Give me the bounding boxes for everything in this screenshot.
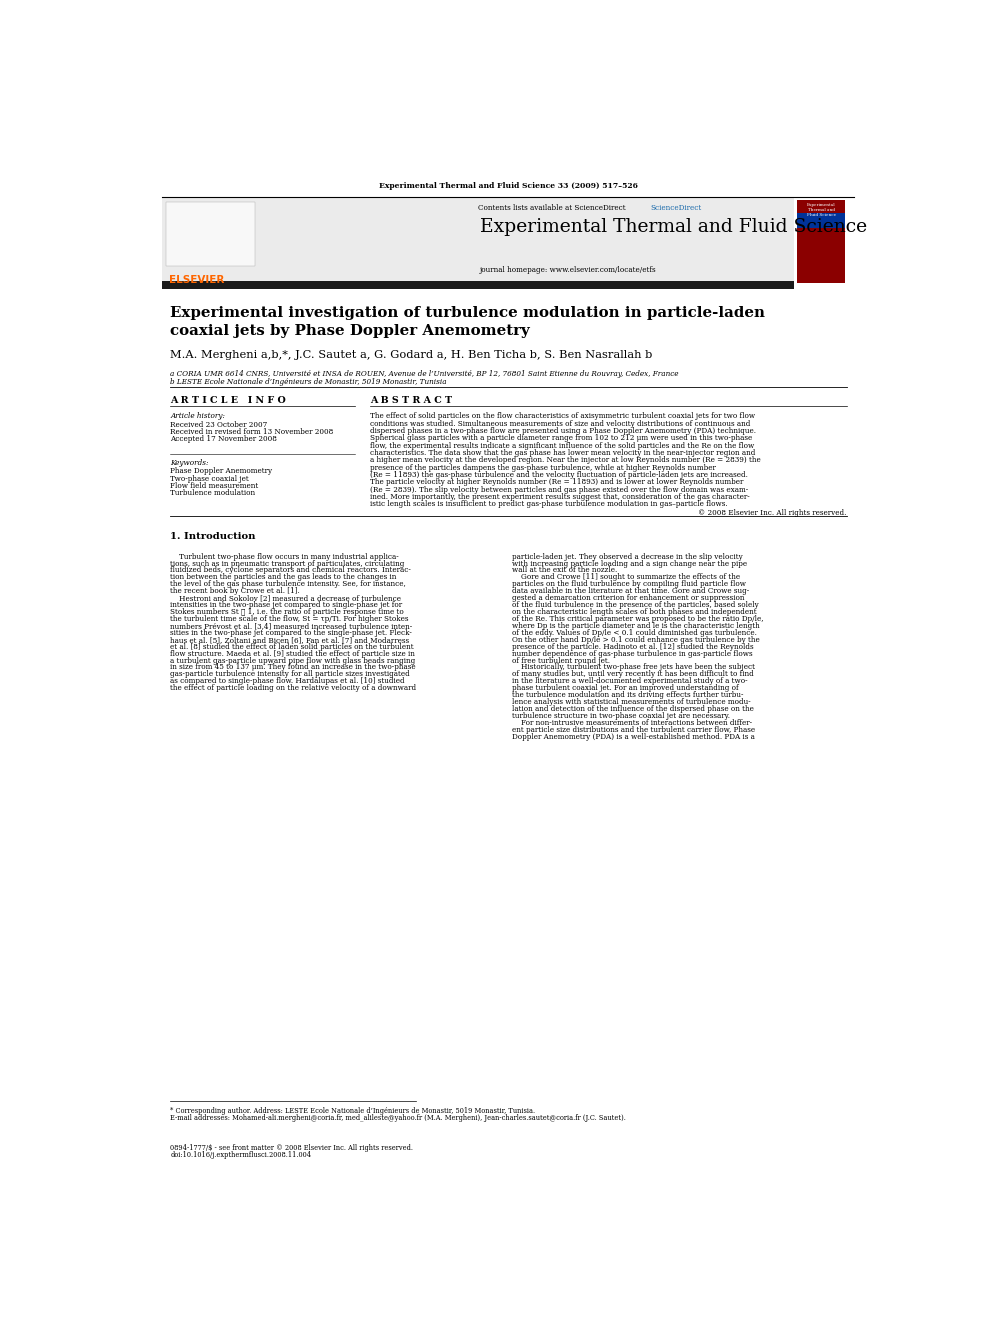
Text: the level of the gas phase turbulence intensity. See, for instance,: the level of the gas phase turbulence in… [171, 581, 406, 589]
Text: Flow field measurement: Flow field measurement [171, 482, 258, 490]
Text: The particle velocity at higher Reynolds number (Re = 11893) and is lower at low: The particle velocity at higher Reynolds… [370, 479, 743, 487]
Text: fluidized beds, cyclone separators and chemical reactors. Interac-: fluidized beds, cyclone separators and c… [171, 566, 411, 574]
Text: journal homepage: www.elsevier.com/locate/etfs: journal homepage: www.elsevier.com/locat… [480, 266, 657, 274]
Text: flow structure. Maeda et al. [9] studied the effect of particle size in: flow structure. Maeda et al. [9] studied… [171, 650, 415, 658]
Text: Spherical glass particles with a particle diameter range from 102 to 212 μm were: Spherical glass particles with a particl… [370, 434, 752, 442]
Text: on the characteristic length scales of both phases and independent: on the characteristic length scales of b… [512, 609, 757, 617]
Text: a higher mean velocity at the developed region. Near the injector at low Reynold: a higher mean velocity at the developed … [370, 456, 761, 464]
Text: (Re = 11893) the gas-phase turbulence and the velocity fluctuation of particle-l: (Re = 11893) the gas-phase turbulence an… [370, 471, 748, 479]
Text: conditions was studied. Simultaneous measurements of size and velocity distribut: conditions was studied. Simultaneous mea… [370, 419, 750, 427]
Text: sities in the two-phase jet compared to the single-phase jet. Fleck-: sities in the two-phase jet compared to … [171, 628, 412, 636]
Bar [798, 200, 845, 283]
Text: Turbulent two-phase flow occurs in many industrial applica-: Turbulent two-phase flow occurs in many … [171, 553, 399, 561]
Text: istic length scales is insufficient to predict gas-phase turbulence modulation i: istic length scales is insufficient to p… [370, 500, 728, 508]
Text: * Corresponding author. Address: LESTE Ecole Nationale d’Ingénieurs de Monastir,: * Corresponding author. Address: LESTE E… [171, 1107, 536, 1115]
Text: M.A. Mergheni a,b,*, J.C. Sautet a, G. Godard a, H. Ben Ticha b, S. Ben Nasralla: M.A. Mergheni a,b,*, J.C. Sautet a, G. G… [171, 351, 653, 360]
Text: 0894-1777/$ - see front matter © 2008 Elsevier Inc. All rights reserved.: 0894-1777/$ - see front matter © 2008 El… [171, 1144, 413, 1152]
Bar [167, 201, 255, 266]
Text: lence analysis with statistical measurements of turbulence modu-: lence analysis with statistical measurem… [512, 699, 751, 706]
Text: lation and detection of the influence of the dispersed phase on the: lation and detection of the influence of… [512, 705, 754, 713]
Text: A R T I C L E   I N F O: A R T I C L E I N F O [171, 396, 286, 405]
Text: numbers Prévost et al. [3,4] measured increased turbulence inten-: numbers Prévost et al. [3,4] measured in… [171, 622, 413, 630]
Text: For non-intrusive measurements of interactions between differ-: For non-intrusive measurements of intera… [512, 718, 752, 726]
Text: gas-particle turbulence intensity for all particle sizes investigated: gas-particle turbulence intensity for al… [171, 671, 410, 679]
Bar [798, 213, 845, 228]
Text: a CORIA UMR 6614 CNRS, Université et INSA de ROUEN, Avenue de l’Université, BP 1: a CORIA UMR 6614 CNRS, Université et INS… [171, 369, 679, 377]
Text: Keywords:: Keywords: [171, 459, 208, 467]
Text: Gore and Crowe [11] sought to summarize the effects of the: Gore and Crowe [11] sought to summarize … [512, 573, 740, 581]
Text: et al. [8] studied the effect of laden solid particles on the turbulent: et al. [8] studied the effect of laden s… [171, 643, 414, 651]
Text: the effect of particle loading on the relative velocity of a downward: the effect of particle loading on the re… [171, 684, 417, 692]
Bar [163, 197, 795, 283]
Text: © 2008 Elsevier Inc. All rights reserved.: © 2008 Elsevier Inc. All rights reserved… [698, 509, 847, 517]
Text: flow, the experimental results indicate a significant influence of the solid par: flow, the experimental results indicate … [370, 442, 754, 450]
Text: of the eddy. Values of Dp/le < 0.1 could diminished gas turbulence.: of the eddy. Values of Dp/le < 0.1 could… [512, 628, 757, 636]
Text: particles on the fluid turbulence by compiling fluid particle flow: particles on the fluid turbulence by com… [512, 581, 746, 589]
Text: Contents lists available at ScienceDirect: Contents lists available at ScienceDirec… [478, 204, 630, 212]
Text: phase turbulent coaxial jet. For an improved understanding of: phase turbulent coaxial jet. For an impr… [512, 684, 739, 692]
Text: of many studies but, until very recently it has been difficult to find: of many studies but, until very recently… [512, 671, 754, 679]
Text: wall at the exit of the nozzle.: wall at the exit of the nozzle. [512, 566, 617, 574]
Text: ent particle size distributions and the turbulent carrier flow, Phase: ent particle size distributions and the … [512, 726, 755, 734]
Text: of free turbulent round jet.: of free turbulent round jet. [512, 656, 610, 664]
Bar [163, 280, 795, 290]
Text: The effect of solid particles on the flow characteristics of axisymmetric turbul: The effect of solid particles on the flo… [370, 413, 755, 421]
Text: Turbulence modulation: Turbulence modulation [171, 488, 255, 497]
Text: doi:10.1016/j.expthermflusci.2008.11.004: doi:10.1016/j.expthermflusci.2008.11.004 [171, 1151, 311, 1159]
Text: the turbulent time scale of the flow, St = τp/Ti. For higher Stokes: the turbulent time scale of the flow, St… [171, 615, 409, 623]
Text: with increasing particle loading and a sign change near the pipe: with increasing particle loading and a s… [512, 560, 747, 568]
Text: Stokes numbers St ≪ 1, i.e. the ratio of particle response time to: Stokes numbers St ≪ 1, i.e. the ratio of… [171, 609, 404, 617]
Text: Experimental Thermal and Fluid Science: Experimental Thermal and Fluid Science [480, 218, 867, 235]
Text: Phase Doppler Anemometry: Phase Doppler Anemometry [171, 467, 272, 475]
Text: a turbulent gas-particle upward pipe flow with glass beads ranging: a turbulent gas-particle upward pipe flo… [171, 656, 416, 664]
Text: b LESTE Ecole Nationale d’Ingénieurs de Monastir, 5019 Monastir, Tunisia: b LESTE Ecole Nationale d’Ingénieurs de … [171, 378, 446, 386]
Text: tion between the particles and the gas leads to the changes in: tion between the particles and the gas l… [171, 573, 397, 581]
Text: characteristics. The data show that the gas phase has lower mean velocity in the: characteristics. The data show that the … [370, 448, 755, 456]
Text: where Dp is the particle diameter and le is the characteristic length: where Dp is the particle diameter and le… [512, 622, 760, 630]
Text: the recent book by Crowe et al. [1].: the recent book by Crowe et al. [1]. [171, 587, 300, 595]
Text: ined. More importantly, the present experiment results suggest that, considerati: ined. More importantly, the present expe… [370, 493, 750, 501]
Text: Article history:: Article history: [171, 413, 225, 421]
Text: Experimental
Thermal and
Fluid Science: Experimental Thermal and Fluid Science [806, 202, 836, 217]
Text: ELSEVIER: ELSEVIER [169, 275, 224, 284]
Text: haus et al. [5], Zoltani and Bicen [6], Fan et al. [7] and Modarress: haus et al. [5], Zoltani and Bicen [6], … [171, 636, 410, 644]
Text: ScienceDirect: ScienceDirect [651, 204, 702, 212]
Text: presence of the particle. Hadinoto et al. [12] studied the Reynolds: presence of the particle. Hadinoto et al… [512, 643, 754, 651]
Text: turbulence structure in two-phase coaxial jet are necessary.: turbulence structure in two-phase coaxia… [512, 712, 730, 720]
Text: Hestroni and Sokolov [2] measured a decrease of turbulence: Hestroni and Sokolov [2] measured a decr… [171, 594, 401, 602]
Text: Received 23 October 2007: Received 23 October 2007 [171, 421, 268, 429]
Text: intensities in the two-phase jet compared to single-phase jet for: intensities in the two-phase jet compare… [171, 601, 402, 609]
Text: E-mail addresses: Mohamed-ali.mergheni@coria.fr, med_alileste@yahoo.fr (M.A. Mer: E-mail addresses: Mohamed-ali.mergheni@c… [171, 1114, 626, 1122]
Text: tions, such as in pneumatic transport of particulates, circulating: tions, such as in pneumatic transport of… [171, 560, 405, 568]
Text: in size from 45 to 137 μm. They found an increase in the two-phase: in size from 45 to 137 μm. They found an… [171, 663, 416, 672]
Text: the turbulence modulation and its driving effects further turbu-: the turbulence modulation and its drivin… [512, 691, 744, 699]
Text: Experimental Thermal and Fluid Science 33 (2009) 517–526: Experimental Thermal and Fluid Science 3… [379, 183, 638, 191]
Text: of the Re. This critical parameter was proposed to be the ratio Dp/le,: of the Re. This critical parameter was p… [512, 615, 764, 623]
Text: Two-phase coaxial jet: Two-phase coaxial jet [171, 475, 249, 483]
Text: in the literature a well-documented experimental study of a two-: in the literature a well-documented expe… [512, 677, 748, 685]
Text: particle-laden jet. They observed a decrease in the slip velocity: particle-laden jet. They observed a decr… [512, 553, 743, 561]
Text: presence of the particles dampens the gas-phase turbulence, while at higher Reyn: presence of the particles dampens the ga… [370, 464, 716, 472]
Text: as compared to single-phase flow. Hardalupas et al. [10] studied: as compared to single-phase flow. Hardal… [171, 677, 405, 685]
Text: On the other hand Dp/le > 0.1 could enhance gas turbulence by the: On the other hand Dp/le > 0.1 could enha… [512, 636, 760, 644]
Text: gested a demarcation criterion for enhancement or suppression: gested a demarcation criterion for enhan… [512, 594, 745, 602]
Text: data available in the literature at that time. Gore and Crowe sug-: data available in the literature at that… [512, 587, 750, 595]
Text: 1. Introduction: 1. Introduction [171, 532, 256, 541]
Text: (Re = 2839). The slip velocity between particles and gas phase existed over the : (Re = 2839). The slip velocity between p… [370, 486, 748, 493]
Text: Doppler Anemometry (PDA) is a well-established method. PDA is a: Doppler Anemometry (PDA) is a well-estab… [512, 733, 755, 741]
Text: Experimental investigation of turbulence modulation in particle-laden
coaxial je: Experimental investigation of turbulence… [171, 307, 765, 339]
Text: Historically, turbulent two-phase free jets have been the subject: Historically, turbulent two-phase free j… [512, 663, 755, 672]
Text: Accepted 17 November 2008: Accepted 17 November 2008 [171, 435, 277, 443]
Text: A B S T R A C T: A B S T R A C T [370, 396, 452, 405]
Text: dispersed phases in a two-phase flow are presented using a Phase Doppler Anemome: dispersed phases in a two-phase flow are… [370, 427, 756, 435]
Text: of the fluid turbulence in the presence of the particles, based solely: of the fluid turbulence in the presence … [512, 601, 759, 609]
Text: number dependence of gas-phase turbulence in gas-particle flows: number dependence of gas-phase turbulenc… [512, 650, 753, 658]
Text: Received in revised form 13 November 2008: Received in revised form 13 November 200… [171, 427, 333, 435]
